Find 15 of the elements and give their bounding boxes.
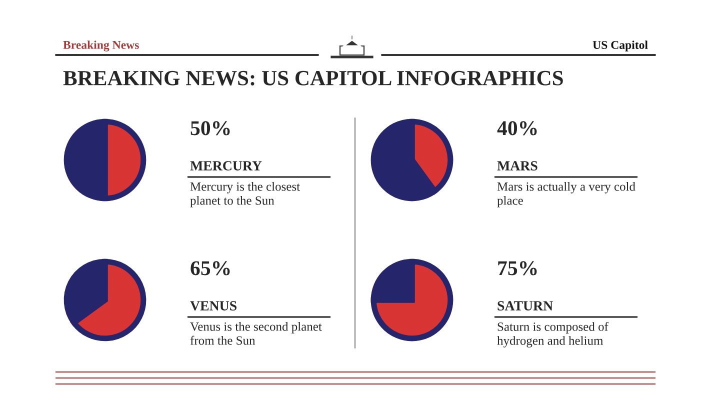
text: 75% bbox=[498, 261, 537, 276]
text: 40% bbox=[497, 121, 537, 136]
text: Mercury is the closest planet to the Sun bbox=[190, 182, 300, 208]
text: BREAKING NEWS: US CAPITOL INFOGRAPHICS bbox=[63, 70, 563, 86]
text: MERCURY bbox=[190, 161, 262, 170]
text: Mars is actually a very cold place bbox=[497, 182, 636, 208]
text: US Capitol bbox=[592, 40, 648, 52]
text: MARS bbox=[497, 161, 538, 170]
text: 65% bbox=[190, 261, 230, 276]
text: SATURN bbox=[498, 301, 553, 310]
text: 50% bbox=[190, 121, 230, 136]
text: Breaking News bbox=[63, 40, 139, 52]
text: Venus is the second planet from the Sun bbox=[190, 322, 322, 345]
text: VENUS bbox=[190, 301, 236, 311]
text: Saturn is composed of hydrogen and helium bbox=[497, 322, 608, 348]
